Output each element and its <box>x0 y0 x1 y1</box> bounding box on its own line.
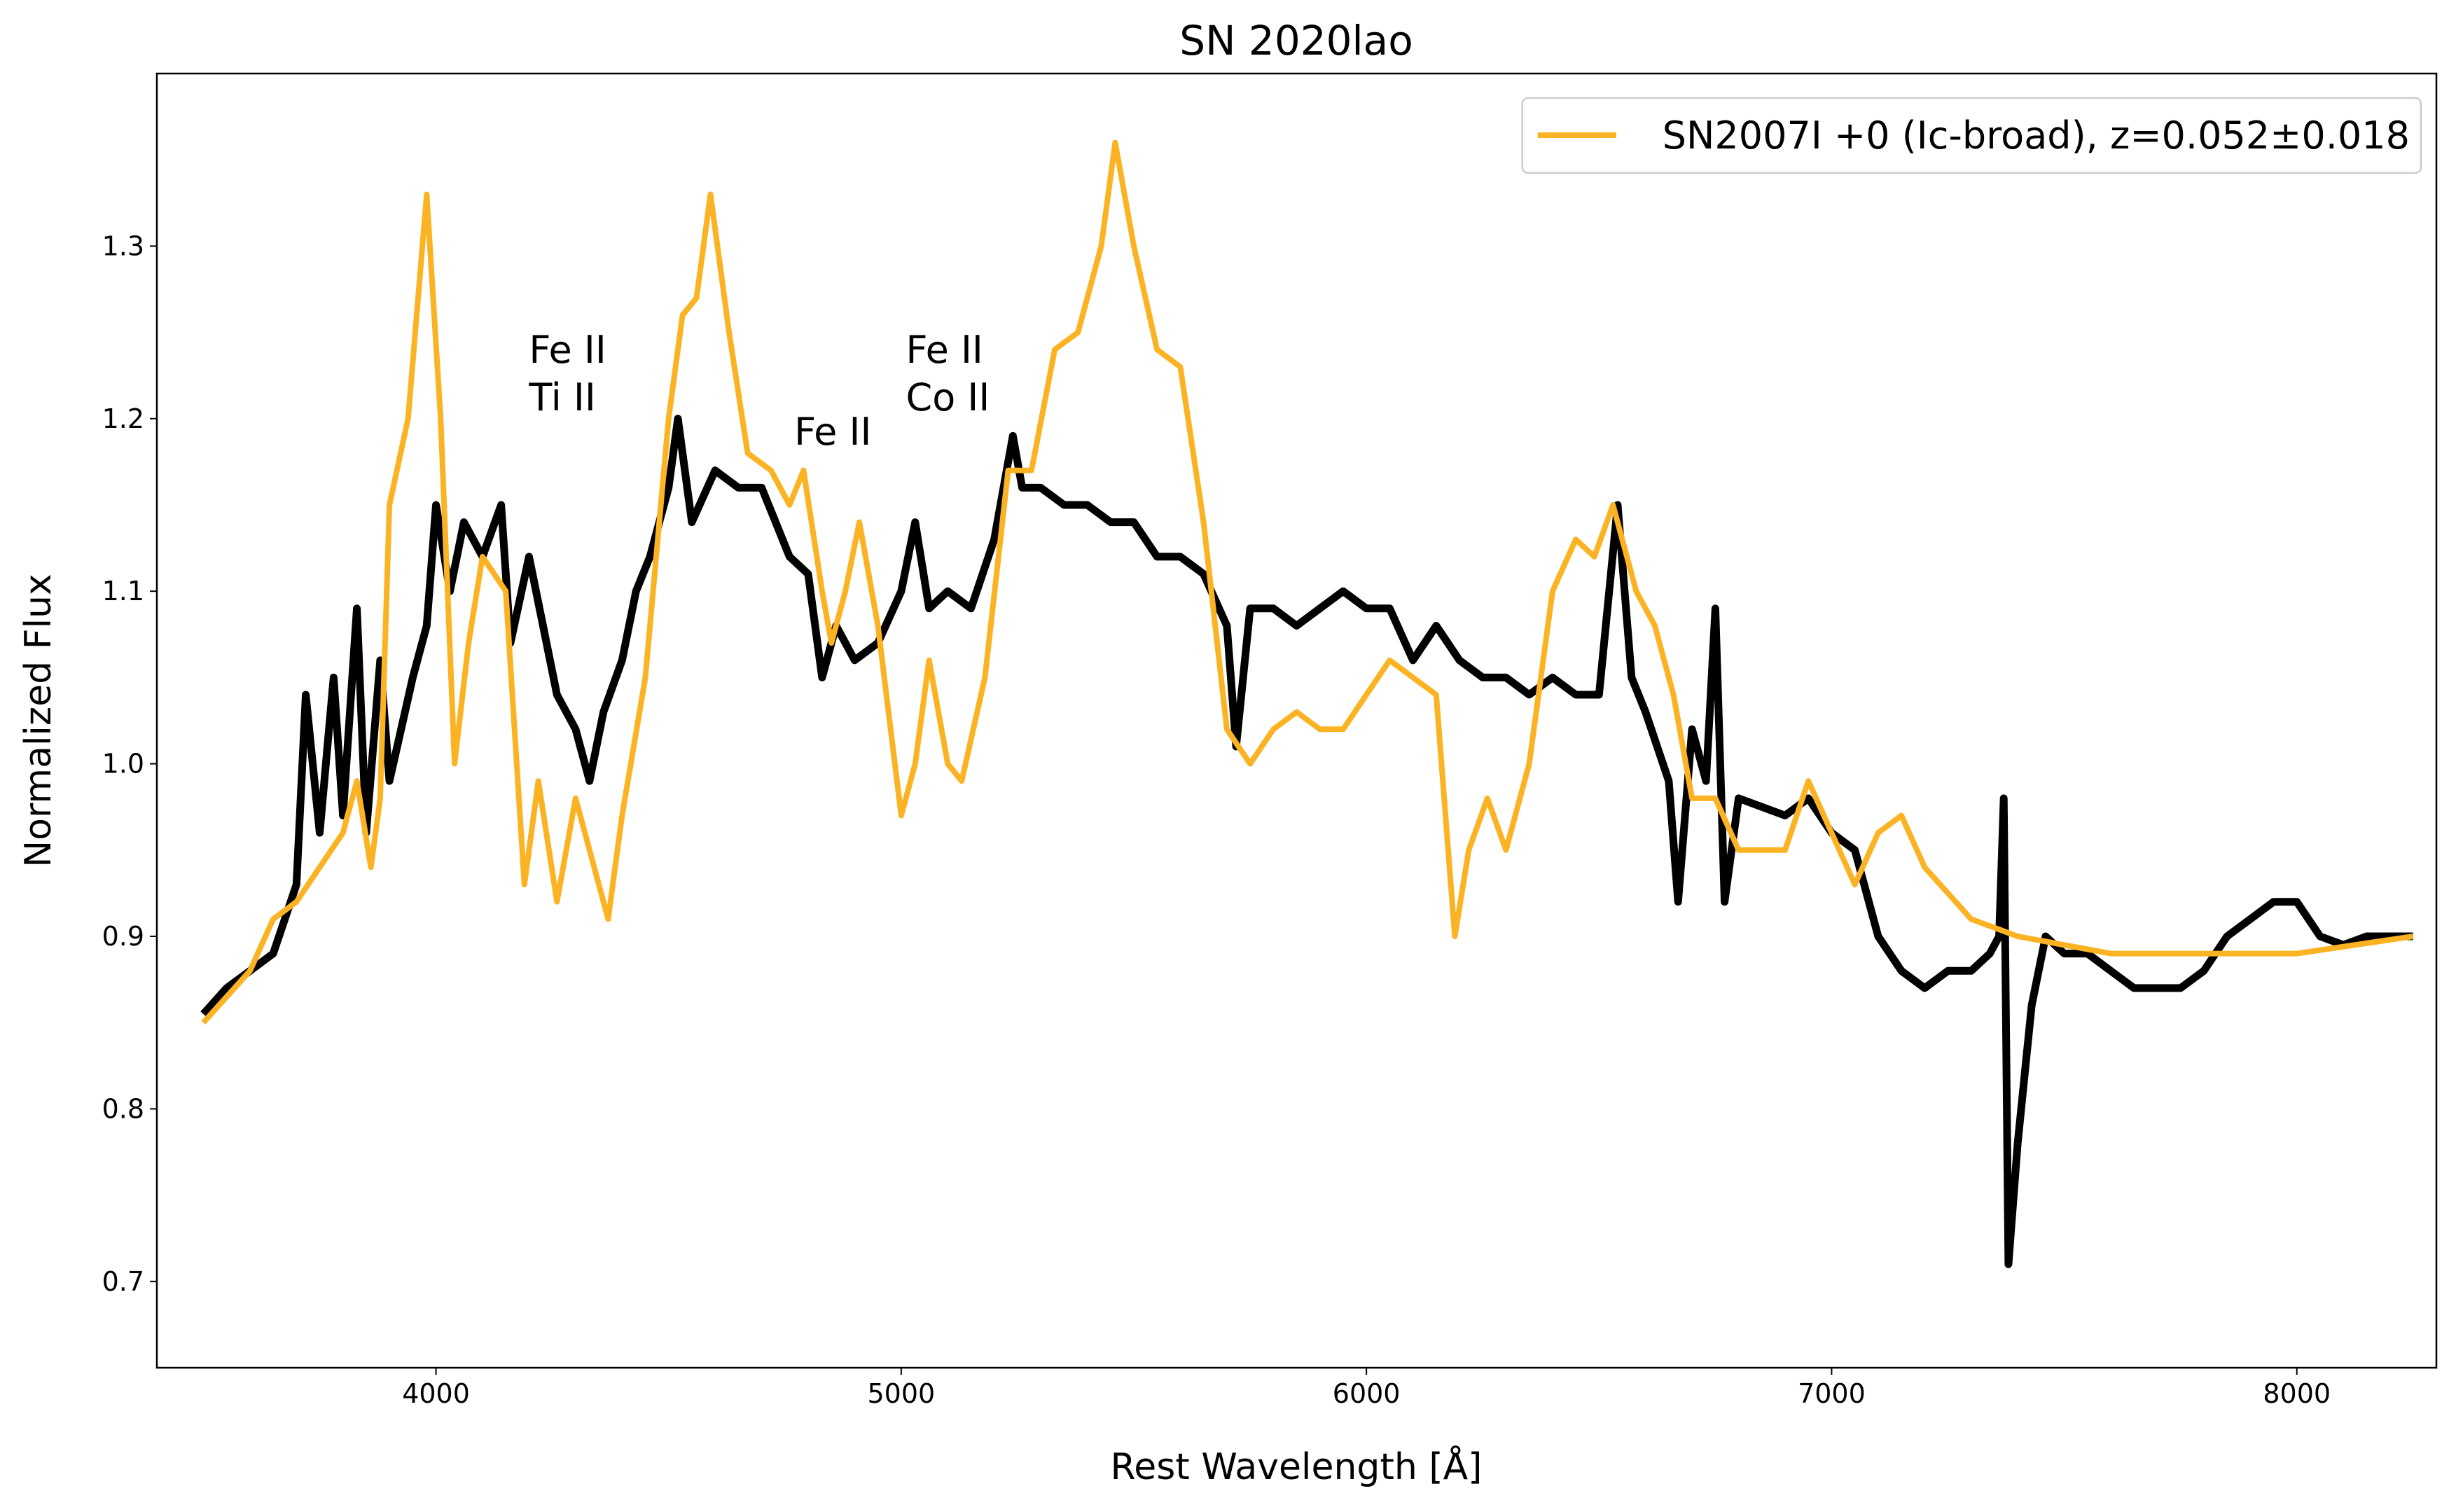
plot-frame <box>155 72 2438 1369</box>
chart-title: SN 2020lao <box>1179 17 1413 64</box>
annotation: Fe II <box>794 410 871 454</box>
y-tick-label: 1.1 <box>102 576 144 606</box>
x-tick-label: 7000 <box>1798 1378 1866 1409</box>
annotation: Fe II <box>529 328 606 372</box>
y-tick-label: 1.3 <box>102 230 144 261</box>
series-line <box>201 139 2414 1025</box>
x-tick-label: 5000 <box>867 1378 935 1409</box>
y-axis-label: Normalized Flux <box>18 574 60 868</box>
legend: SN2007I +0 (Ic-broad), z=0.052±0.018 <box>1521 97 2422 174</box>
x-tick-label: 6000 <box>1333 1378 1401 1409</box>
annotation: Fe II <box>906 328 983 372</box>
y-tick-label: 1.2 <box>102 403 144 434</box>
series-line <box>200 415 2413 1268</box>
y-tick-label: 1.0 <box>102 749 144 779</box>
legend-box <box>1521 97 2422 174</box>
x-tick-label: 4000 <box>402 1378 470 1409</box>
annotation: Ti II <box>528 375 595 419</box>
annotation: Co II <box>906 375 990 419</box>
legend-label: SN2007I +0 (Ic-broad), z=0.052±0.018 <box>1663 113 2410 158</box>
x-tick-label: 8000 <box>2263 1378 2331 1409</box>
x-axis-label: Rest Wavelength [Å] <box>1111 1445 1483 1488</box>
y-tick-label: 0.9 <box>102 921 144 952</box>
y-tick-label: 0.8 <box>102 1093 144 1124</box>
y-tick-label: 0.7 <box>102 1266 144 1297</box>
